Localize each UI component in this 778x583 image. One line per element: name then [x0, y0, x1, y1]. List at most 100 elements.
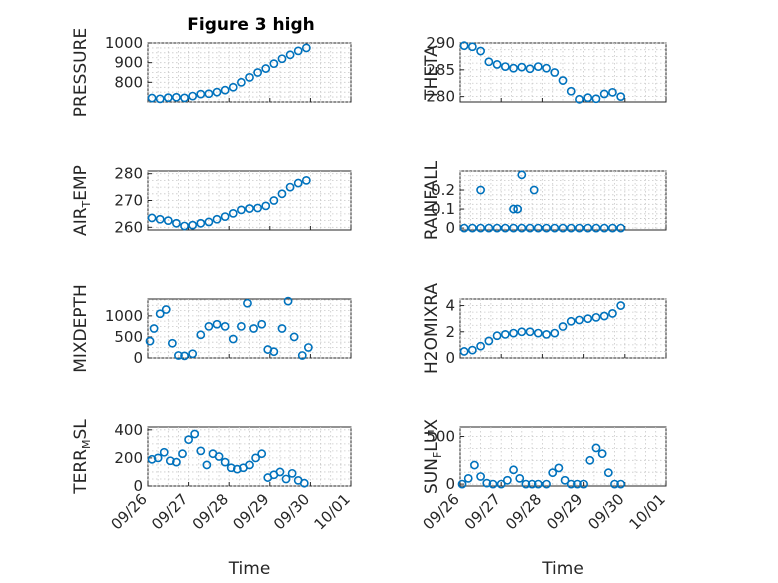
- data-point: [500, 329, 510, 339]
- data-point: [484, 223, 494, 233]
- data-point: [597, 449, 607, 459]
- data-point: [297, 351, 307, 360]
- data-point: [202, 460, 212, 470]
- data-point: [616, 301, 626, 310]
- y-tick-label: 900: [114, 54, 143, 72]
- data-point: [249, 324, 258, 333]
- data-point: [550, 68, 560, 77]
- data-point: [159, 447, 169, 457]
- data-point: [548, 468, 558, 478]
- data-point: [603, 468, 613, 478]
- y-tick-label: 0: [445, 475, 455, 493]
- data-point: [509, 328, 518, 338]
- y-tick-label: 0.1: [431, 200, 455, 218]
- data-point: [212, 87, 222, 97]
- data-point: [533, 479, 543, 489]
- y-axis-label-text: AIR: [71, 207, 91, 236]
- data-point: [515, 473, 525, 483]
- data-point: [220, 457, 230, 467]
- data-point: [558, 76, 568, 85]
- data-point: [502, 475, 512, 485]
- data-point: [167, 338, 177, 348]
- x-tick-label: 09/26: [108, 490, 151, 533]
- data-point: [542, 63, 551, 73]
- y-axis-label-subscript: M: [80, 440, 93, 450]
- data-point: [301, 43, 311, 53]
- data-point: [509, 465, 518, 475]
- data-point: [180, 221, 189, 231]
- data-point: [184, 435, 193, 445]
- y-tick-label: 270: [114, 192, 143, 210]
- y-axis-label-text: SUN: [422, 458, 442, 494]
- y-tick-label: 0: [133, 477, 143, 495]
- data-point: [253, 68, 263, 77]
- data-point: [236, 321, 246, 331]
- data-point: [616, 479, 626, 489]
- data-point: [591, 312, 601, 322]
- subplot-mixdepth: 0 500 1000 MIXDEPTH: [71, 284, 352, 373]
- data-point: [155, 214, 165, 224]
- data-point: [275, 467, 285, 477]
- data-point: [550, 328, 560, 338]
- data-point: [236, 77, 246, 87]
- y-tick-label: 2: [445, 323, 455, 341]
- data-point: [204, 89, 214, 99]
- data-point: [533, 62, 543, 71]
- data-point: [303, 343, 313, 352]
- data-point: [269, 196, 279, 205]
- data-point: [269, 347, 279, 357]
- data-point: [484, 57, 494, 67]
- x-tick-label: 09/28: [502, 490, 545, 533]
- data-point: [214, 452, 224, 461]
- data-point: [558, 223, 568, 233]
- data-point: [228, 82, 238, 92]
- x-tick-label: 09/29: [543, 490, 586, 533]
- data-point: [517, 62, 527, 72]
- data-point: [236, 205, 246, 215]
- data-point: [583, 93, 593, 103]
- x-axis-label: Time: [228, 559, 271, 579]
- data-point: [172, 218, 181, 228]
- y-axis-label-subscript: F: [431, 452, 444, 458]
- data-point: [575, 315, 584, 325]
- data-point: [228, 208, 238, 218]
- data-point: [165, 456, 175, 466]
- data-point: [467, 223, 477, 233]
- data-point: [283, 296, 293, 306]
- data-point: [525, 327, 535, 337]
- data-point: [527, 479, 537, 489]
- data-point: [566, 479, 576, 489]
- data-point: [285, 182, 295, 192]
- y-axis-label-text: MIXDEPTH: [71, 284, 91, 373]
- data-point: [599, 223, 609, 233]
- data-point: [566, 86, 576, 96]
- data-point: [281, 474, 291, 484]
- y-tick-label: 500: [114, 328, 143, 346]
- data-point: [163, 216, 173, 226]
- data-point: [599, 89, 609, 99]
- data-point: [476, 46, 485, 56]
- data-point: [482, 478, 492, 488]
- data-point: [583, 314, 593, 324]
- data-point: [261, 64, 271, 73]
- data-point: [228, 334, 238, 344]
- data-point: [293, 46, 303, 56]
- data-point: [277, 54, 287, 64]
- data-point: [467, 42, 477, 52]
- data-point: [492, 60, 502, 69]
- data-point: [550, 223, 560, 233]
- y-axis-label: TERRMSL: [71, 419, 93, 495]
- data-point: [245, 460, 254, 470]
- y-axis-label: MIXDEPTH: [71, 284, 91, 373]
- data-point: [220, 212, 230, 221]
- data-point: [521, 479, 531, 489]
- data-point: [525, 223, 535, 233]
- data-point: [220, 321, 230, 331]
- y-tick-label: 260: [114, 218, 143, 236]
- x-tick-label: 10/01: [311, 490, 354, 533]
- data-point: [190, 429, 200, 439]
- data-point: [608, 223, 617, 233]
